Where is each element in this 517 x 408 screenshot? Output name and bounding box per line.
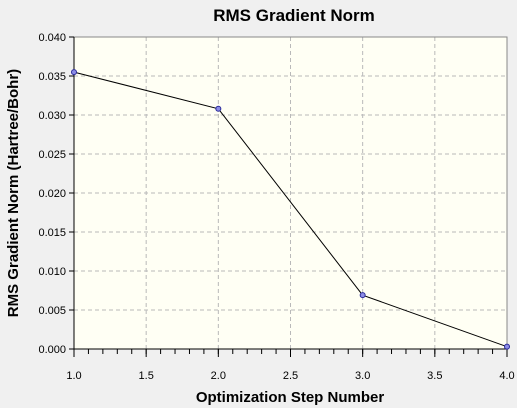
y-tick-label: 0.030 — [38, 110, 66, 122]
y-tick-label: 0.040 — [38, 32, 66, 44]
data-point — [71, 69, 77, 76]
chart-title: RMS Gradient Norm — [213, 6, 375, 25]
x-axis-label: Optimization Step Number — [196, 389, 385, 406]
y-tick-label: 0.025 — [38, 149, 66, 161]
series-line — [73, 71, 508, 348]
y-tick-label: 0.010 — [38, 266, 66, 278]
x-tick-label: 2.5 — [283, 370, 298, 382]
ticks: 1.0 1.5 2.0 2.5 3.0 3.5 4.0 0.000 0.005 0.010 0.01… — [38, 32, 514, 382]
x-tick-label: 3.0 — [355, 370, 370, 382]
x-tick-label: 2.0 — [211, 370, 226, 382]
y-tick-label: 0.005 — [38, 305, 66, 317]
x-tick-label: 1.0 — [66, 370, 81, 382]
x-tick-label: 3.5 — [427, 370, 442, 382]
data-point — [504, 343, 510, 350]
x-tick-label: 4.0 — [499, 370, 514, 382]
data-point — [359, 292, 366, 299]
y-tick-label: 0.020 — [38, 188, 66, 200]
y-axis-label: RMS Gradient Norm (Hartree/Bohr) — [5, 69, 22, 317]
x-tick-label: 1.5 — [139, 370, 154, 382]
y-tick-label: 0.015 — [38, 227, 66, 239]
data-point — [215, 105, 222, 112]
series — [71, 69, 510, 350]
grid — [74, 37, 507, 349]
y-tick-label: 0.035 — [38, 71, 66, 83]
y-tick-label: 0.000 — [38, 344, 66, 356]
